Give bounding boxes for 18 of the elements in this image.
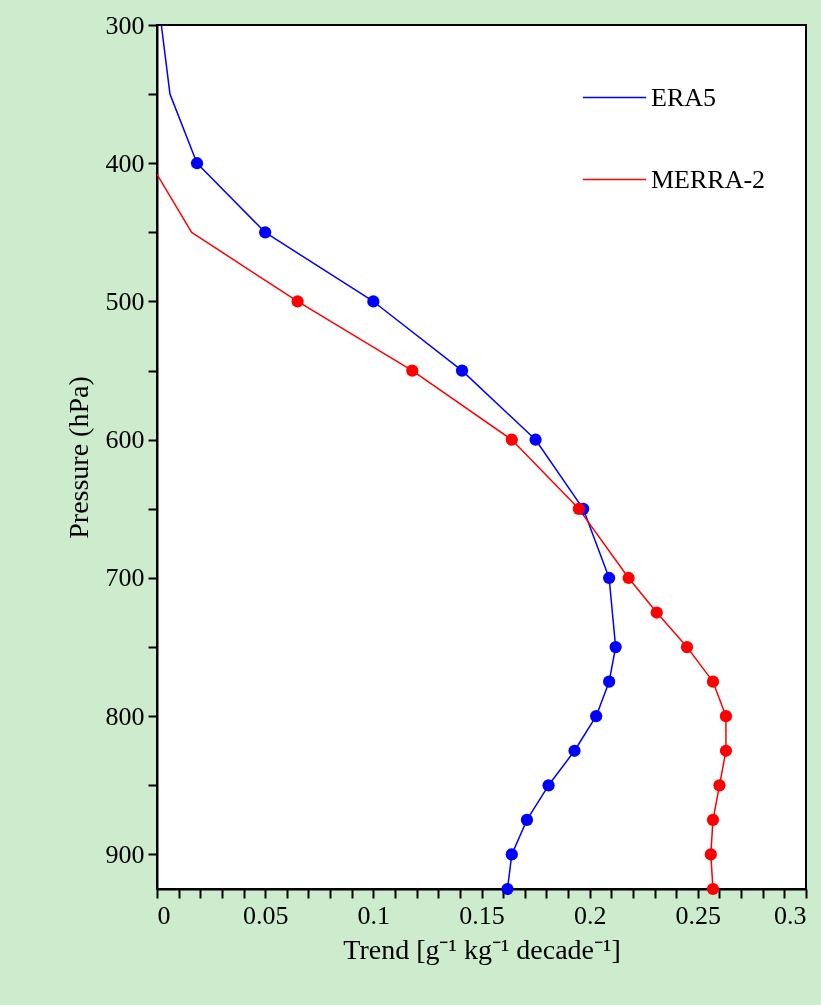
y-tick-label: 400 — [105, 148, 145, 178]
y-tick-label: 700 — [105, 563, 145, 593]
x-tick-label: 0.25 — [675, 900, 722, 930]
x-tick-label: 0 — [157, 900, 171, 930]
y-tick-label: 600 — [105, 425, 145, 455]
y-axis-title: Pressure (hPa) — [62, 376, 94, 539]
y-tick-label: 900 — [105, 839, 145, 869]
y-tick-label: 300 — [105, 10, 145, 40]
x-tick-label: 0.15 — [459, 900, 505, 930]
y-tick-label: 500 — [105, 286, 145, 316]
x-tick-label: 0.3 — [774, 900, 807, 930]
x-tick-label: 0.05 — [242, 900, 289, 930]
legend-label: MERRA-2 — [651, 164, 766, 194]
x-tick-label: 0.2 — [573, 900, 607, 930]
x-tick-label: 0.1 — [357, 900, 391, 930]
legend-label: ERA5 — [651, 82, 716, 112]
x-axis-title: Trend [g⁻¹ kg⁻¹ decade⁻¹] — [343, 933, 621, 965]
y-tick-label: 800 — [105, 701, 145, 731]
